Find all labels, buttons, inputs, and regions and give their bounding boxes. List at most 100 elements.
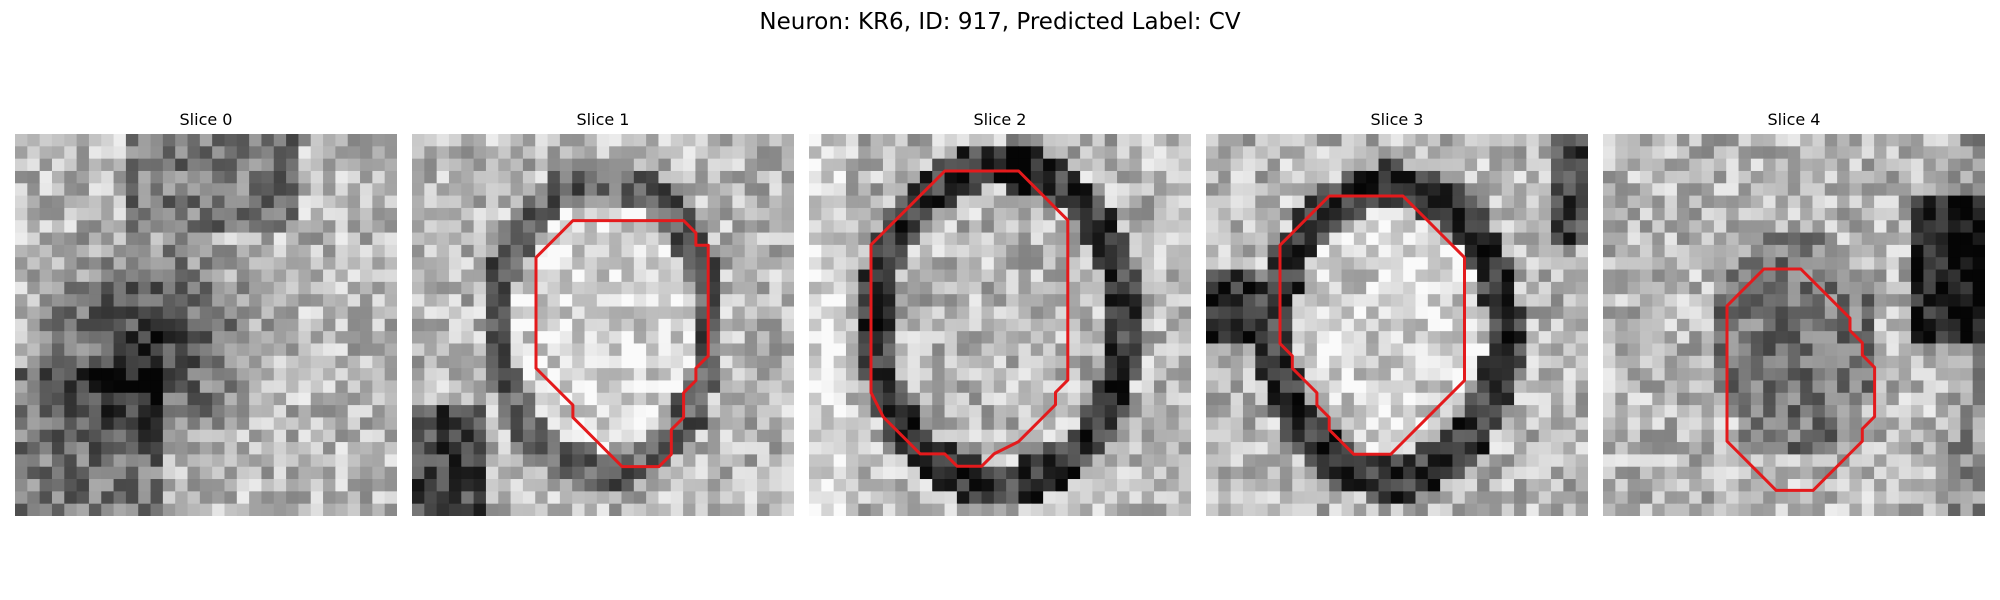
pixel (1117, 442, 1130, 455)
pixel (1551, 318, 1564, 332)
pixel (1738, 257, 1752, 271)
pixel (633, 405, 647, 419)
pixel (522, 281, 536, 295)
pixel (1603, 405, 1616, 419)
pixel (1526, 343, 1540, 357)
pixel (969, 331, 983, 345)
pixel (732, 331, 746, 345)
pixel (1267, 318, 1281, 332)
pixel (1067, 183, 1081, 197)
pixel (535, 183, 549, 197)
pixel (981, 331, 995, 345)
pixel (273, 368, 287, 382)
pixel (498, 269, 512, 283)
pixel (347, 294, 361, 308)
pixel (1366, 170, 1380, 184)
pixel (809, 281, 822, 295)
pixel (1538, 269, 1552, 283)
pixel (510, 392, 524, 406)
pixel (1563, 146, 1577, 160)
pixel (1117, 207, 1130, 221)
pixel (1489, 503, 1503, 516)
pixel (1726, 134, 1740, 147)
pixel (1972, 195, 1985, 209)
pixel (1242, 405, 1256, 419)
pixel (1935, 368, 1949, 382)
pixel (236, 503, 250, 516)
pixel (298, 257, 312, 271)
pixel (298, 281, 312, 295)
pixel (1514, 454, 1527, 468)
pixel (1935, 244, 1949, 258)
pixel (1664, 306, 1678, 320)
pixel (273, 429, 287, 443)
pixel (1255, 257, 1269, 271)
pixel (485, 170, 499, 184)
pixel (744, 269, 758, 283)
pixel (39, 429, 53, 443)
pixel (51, 158, 65, 172)
pixel (1713, 220, 1727, 234)
pixel (461, 380, 475, 394)
pixel (1787, 479, 1801, 492)
pixel (1824, 220, 1838, 234)
pixel (757, 306, 770, 320)
pixel (572, 158, 586, 172)
pixel (1255, 380, 1269, 394)
pixel (1316, 368, 1330, 382)
pixel (1329, 158, 1343, 172)
pixel (781, 244, 794, 258)
pixel (658, 368, 672, 382)
pixel (1849, 158, 1863, 172)
pixel (15, 491, 28, 505)
pixel (1117, 306, 1130, 320)
pixel (956, 158, 970, 172)
pixel (956, 331, 970, 345)
pixel (1006, 269, 1020, 283)
pixel (781, 368, 794, 382)
pixel (1104, 207, 1118, 221)
pixel (732, 343, 746, 357)
pixel (1292, 331, 1306, 345)
pixel (1206, 257, 1219, 271)
pixel (596, 220, 610, 234)
pixel (683, 146, 697, 160)
pixel (125, 491, 139, 505)
pixel (833, 318, 847, 332)
pixel (1415, 294, 1429, 308)
pixel (1763, 405, 1777, 419)
pixel (584, 207, 598, 221)
pixel (1316, 306, 1330, 320)
pixel (412, 146, 425, 160)
pixel (1526, 491, 1540, 505)
pixel (695, 220, 709, 234)
pixel (720, 244, 733, 258)
pixel (1763, 183, 1777, 197)
pixel (347, 417, 361, 431)
pixel (286, 405, 300, 419)
pixel (461, 442, 475, 455)
pixel (1043, 257, 1057, 271)
pixel (1477, 343, 1491, 357)
pixel (1043, 170, 1057, 184)
pixel (535, 392, 549, 406)
pixel (1615, 183, 1629, 197)
pixel (76, 368, 90, 382)
pixel (547, 355, 561, 369)
pixel (1055, 368, 1069, 382)
pixel (1526, 454, 1540, 468)
pixel (39, 392, 53, 406)
pixel (1117, 491, 1130, 505)
pixel (621, 306, 635, 320)
pixel (1452, 232, 1466, 246)
pixel (1886, 146, 1900, 160)
pixel (1800, 170, 1814, 184)
pixel (473, 392, 487, 406)
pixel (1141, 331, 1155, 345)
pixel (436, 466, 450, 480)
pixel (1427, 281, 1441, 295)
pixel (1689, 368, 1703, 382)
pixel (833, 429, 847, 443)
pixel (1812, 195, 1826, 209)
pixel (596, 134, 610, 147)
